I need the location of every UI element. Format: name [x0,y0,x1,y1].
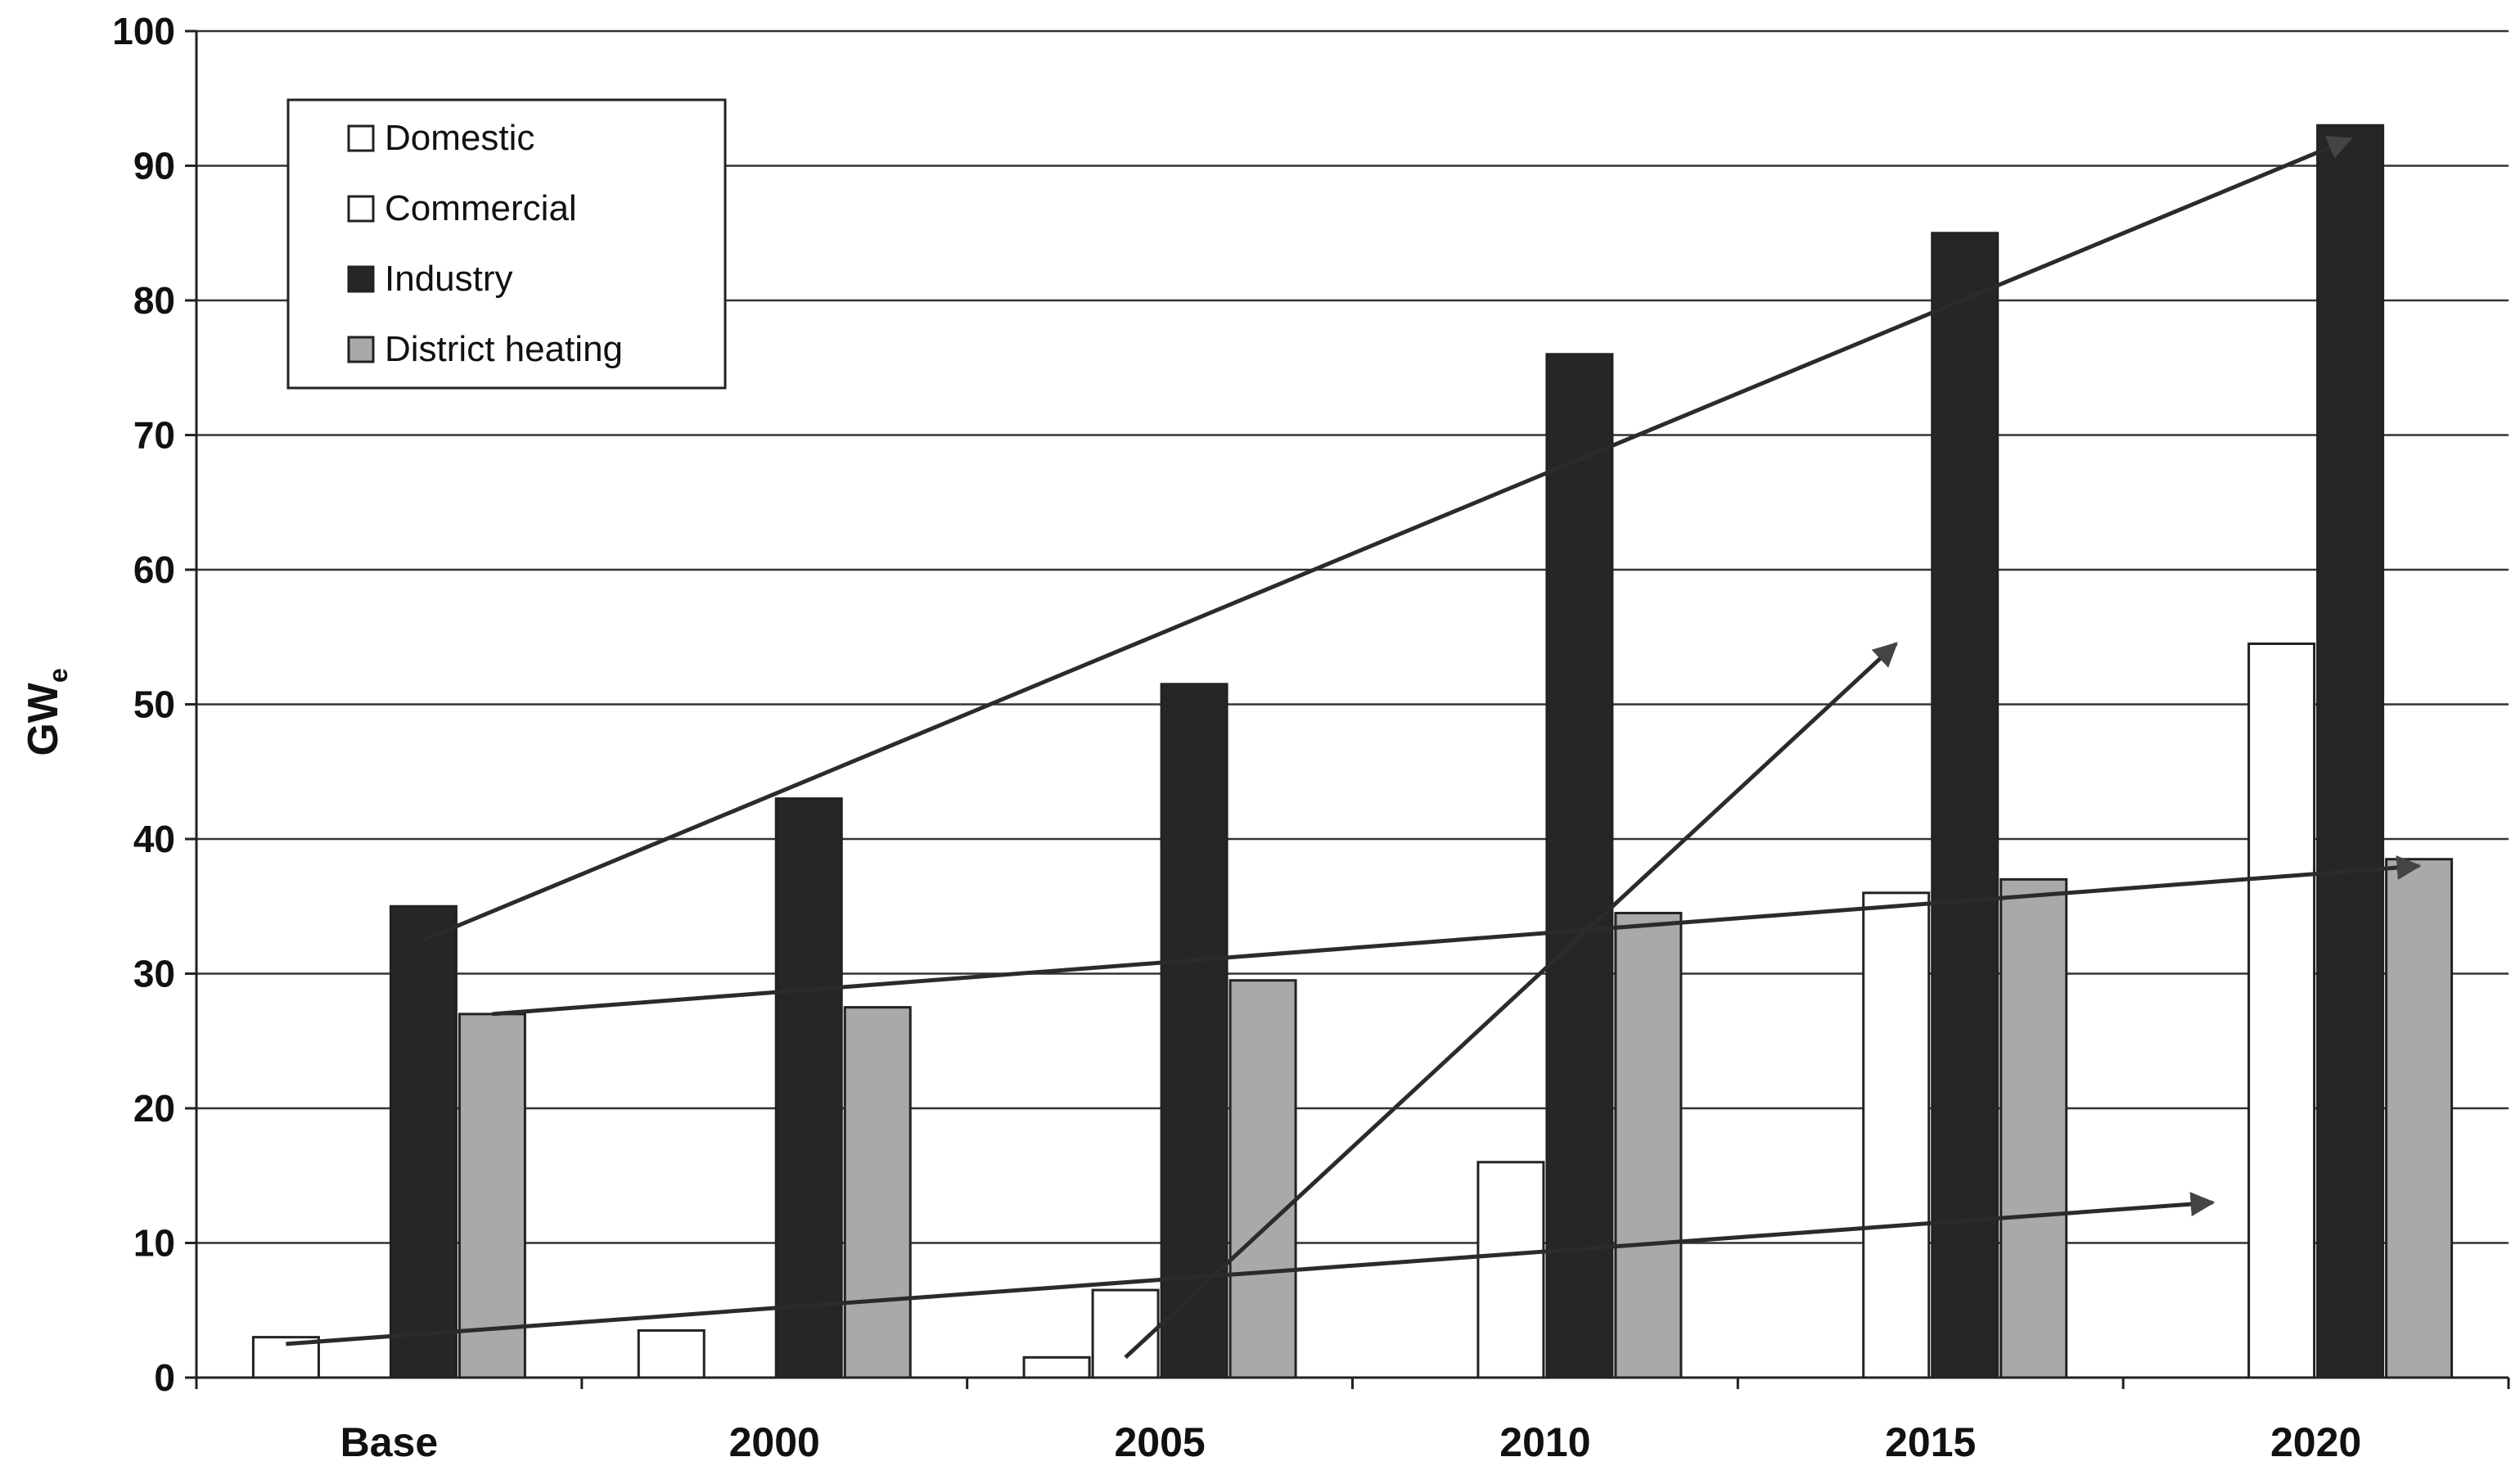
x-tick-label: 2000 [729,1419,820,1465]
bar-domestic [637,1328,706,1379]
y-axis-title-subscript: e [43,668,73,683]
y-tick-label: 30 [133,953,175,995]
x-tick-label: 2005 [1114,1419,1205,1465]
bar-commercial [1091,1288,1160,1379]
y-tick-label: 0 [154,1356,175,1399]
legend-label: Domestic [385,118,534,158]
bar-district-heating [458,1013,526,1379]
trend-arrow-domestic [286,1192,2216,1346]
bar-industry [1931,232,1999,1379]
legend-label: Commercial [385,188,577,228]
y-tick-label: 90 [133,145,175,187]
bar-district-heating [1228,979,1297,1379]
legend-swatch [347,124,375,152]
x-tick-label: 2020 [2270,1419,2361,1465]
trend-arrow-commercial [1124,642,1898,1360]
y-tick-label: 100 [112,10,175,52]
y-tick-label: 40 [133,818,175,860]
bar-industry [1545,353,1614,1379]
bar-industry [1160,683,1228,1379]
bar-district-heating [843,1006,912,1379]
legend-swatch [347,265,375,293]
axis-labels: 0 10 20 30 40 50 60 70 80 90 100 Base 2000 2005 2010 20… [112,10,2361,1465]
y-tick-label: 50 [133,683,175,726]
trend-arrow-district-heating [492,855,2422,1017]
bar-district-heating [1614,911,1683,1379]
bar-district-heating [1999,877,2068,1379]
bars [251,124,2454,1379]
y-tick-label: 20 [133,1087,175,1130]
y-tick-label: 80 [133,279,175,322]
bar-commercial [1476,1161,1545,1379]
trend-arrows [286,136,2422,1360]
x-tick-label: 2010 [1499,1419,1590,1465]
y-tick-label: 60 [133,548,175,591]
bar-commercial [2247,642,2316,1379]
bar-industry [2316,124,2385,1379]
trend-arrow-industry [422,136,2353,942]
y-tick-label: 10 [133,1222,175,1265]
legend-swatch [347,195,375,223]
gridlines [196,29,2509,1244]
bar-industry [774,797,843,1379]
y-axis-title: GWe [20,668,73,756]
bar-industry [389,904,458,1379]
axes [185,29,2510,1389]
legend-swatch [347,336,375,363]
x-tick-label: Base [340,1419,439,1465]
legend-label: District heating [385,329,623,369]
y-tick-label: 70 [133,414,175,457]
bar-commercial [1862,891,1931,1379]
legend: Domestic Commercial Industry District heati… [286,98,727,390]
legend-label: Industry [385,259,513,299]
x-tick-label: 2015 [1885,1419,1976,1465]
bar-district-heating [2385,858,2454,1379]
bar-domestic [1022,1355,1091,1379]
